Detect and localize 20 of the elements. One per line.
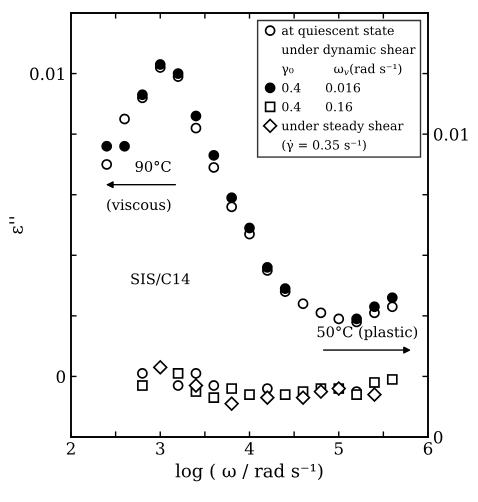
annotation: SIS/C14: [131, 273, 190, 286]
legend-label: at quiescent state: [282, 26, 394, 38]
x-tick-label: 3: [156, 442, 164, 455]
legend-label: 0.4 0.016: [282, 82, 360, 92]
annotation: γ₀ ω$_{v}$(rad s⁻¹): [282, 64, 402, 76]
x-tick-label: 5: [334, 442, 343, 455]
x-tick-label: 4: [244, 442, 254, 455]
annotation: under dynamic shear: [282, 44, 416, 57]
y2-tick-label: 0.01: [434, 128, 468, 141]
x-axis-title: log ( ω / rad s⁻¹): [176, 464, 322, 482]
annotation: (γ̇ = 0.35 s⁻¹): [282, 140, 366, 152]
annotation: 90°C: [136, 160, 171, 172]
legend-label: 0.4 0.16: [282, 102, 352, 112]
x-tick-label: 6: [424, 442, 432, 455]
y2-tick-label: 0: [434, 430, 442, 444]
x-tick-label: 2: [66, 442, 75, 455]
legend-label: under steady shear: [282, 120, 404, 133]
annotation: (viscous): [107, 198, 170, 212]
annotation: 50°C (plastic): [318, 326, 418, 340]
y-axis-title: ε'': [9, 217, 23, 234]
